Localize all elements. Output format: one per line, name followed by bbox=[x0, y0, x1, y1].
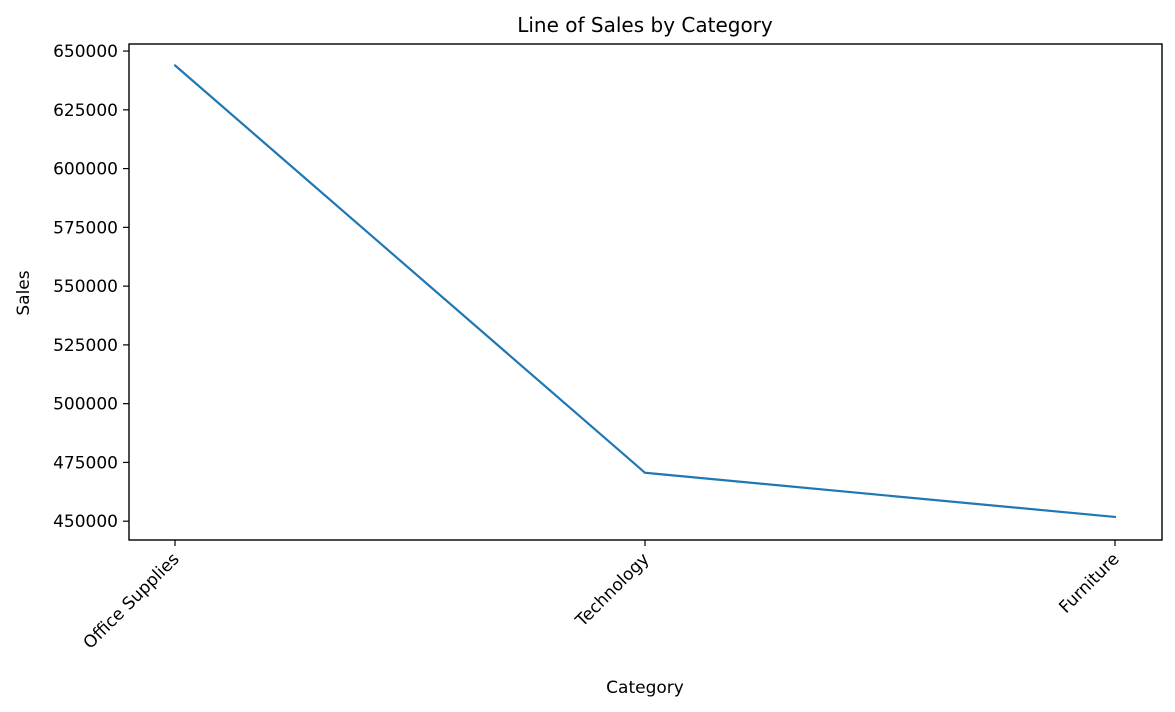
x-tick-label: Office Supplies bbox=[80, 549, 184, 653]
y-tick-label: 475000 bbox=[53, 453, 118, 473]
y-tick-label: 450000 bbox=[53, 512, 118, 532]
y-tick-label: 500000 bbox=[53, 395, 118, 415]
chart-title: Line of Sales by Category bbox=[517, 13, 773, 37]
x-tick-label: Furniture bbox=[1055, 549, 1123, 617]
y-tick-label: 550000 bbox=[53, 277, 118, 297]
y-tick-label: 525000 bbox=[53, 336, 118, 356]
y-tick-label: 625000 bbox=[53, 101, 118, 121]
y-tick-label: 600000 bbox=[53, 160, 118, 180]
plot-area-frame bbox=[128, 43, 1163, 541]
y-tick-label: 650000 bbox=[53, 42, 118, 62]
series-layer bbox=[173, 64, 1117, 519]
x-axis-label: Category bbox=[606, 678, 684, 698]
x-tick-label: Technology bbox=[571, 549, 653, 631]
sales-line bbox=[173, 64, 1117, 519]
y-axis-label: Sales bbox=[14, 270, 34, 315]
x-axis: Office Supplies Technology Furniture bbox=[80, 540, 1124, 653]
y-tick-label: 575000 bbox=[53, 218, 118, 238]
y-axis: 450000 475000 500000 525000 550000 575000 6000… bbox=[53, 42, 129, 532]
